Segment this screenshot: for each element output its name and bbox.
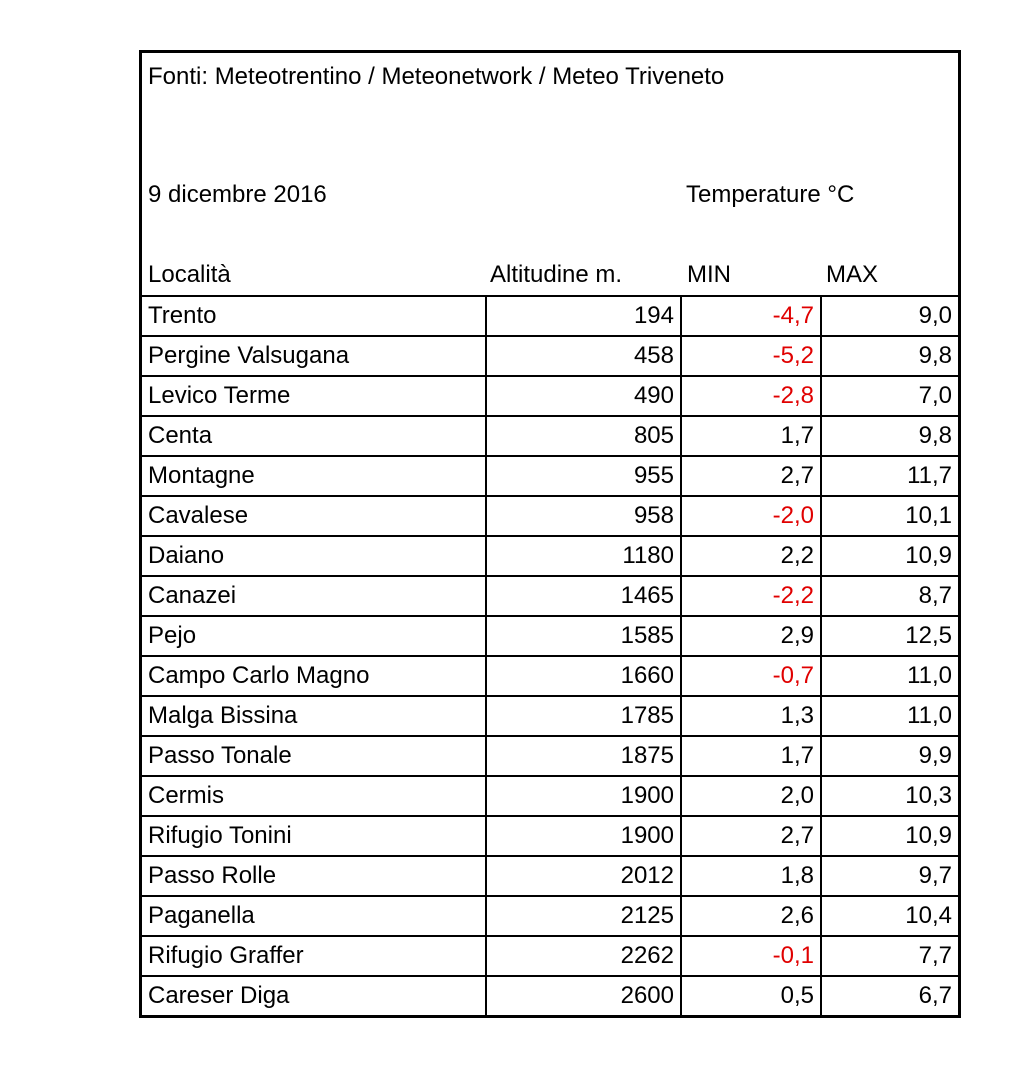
cell-location: Centa (142, 415, 487, 457)
table-row: Pergine Valsugana 458 -5,2 9,8 (142, 335, 958, 377)
cell-altitude: 958 (485, 495, 682, 537)
cell-min: -0,1 (680, 935, 822, 977)
cell-location: Careser Diga (142, 975, 487, 1015)
cell-max: 9,9 (820, 735, 958, 777)
cell-min: -2,0 (680, 495, 822, 537)
temperature-table-sheet: Fonti: Meteotrentino / Meteonetwork / Me… (139, 50, 961, 1018)
cell-altitude: 1875 (485, 735, 682, 777)
cell-altitude: 2600 (485, 975, 682, 1015)
table-row: Campo Carlo Magno 1660 -0,7 11,0 (142, 655, 958, 697)
cell-location: Montagne (142, 455, 487, 497)
header-location: Località (148, 261, 231, 288)
cell-min: 1,8 (680, 855, 822, 897)
cell-min: 0,5 (680, 975, 822, 1015)
cell-altitude: 1785 (485, 695, 682, 737)
header-min: MIN (687, 261, 731, 288)
cell-min: 2,6 (680, 895, 822, 937)
date-label: 9 dicembre 2016 (148, 181, 327, 208)
table-row: Levico Terme 490 -2,8 7,0 (142, 375, 958, 417)
cell-altitude: 1900 (485, 775, 682, 817)
cell-min: 2,7 (680, 455, 822, 497)
cell-altitude: 805 (485, 415, 682, 457)
cell-altitude: 1900 (485, 815, 682, 857)
table-row: Cermis 1900 2,0 10,3 (142, 775, 958, 817)
cell-max: 10,9 (820, 535, 958, 577)
unit-label: Temperature °C (686, 181, 855, 208)
data-table: Trento 194 -4,7 9,0 Pergine Valsugana 458 -5,2… (142, 295, 958, 1015)
cell-max: 11,0 (820, 695, 958, 737)
cell-min: 2,9 (680, 615, 822, 657)
cell-altitude: 458 (485, 335, 682, 377)
cell-max: 7,0 (820, 375, 958, 417)
cell-altitude: 1180 (485, 535, 682, 577)
cell-min: -2,2 (680, 575, 822, 617)
cell-location: Rifugio Tonini (142, 815, 487, 857)
cell-location: Campo Carlo Magno (142, 655, 487, 697)
cell-altitude: 1660 (485, 655, 682, 697)
cell-location: Paganella (142, 895, 487, 937)
header-max: MAX (826, 261, 879, 288)
cell-location: Pergine Valsugana (142, 335, 487, 377)
cell-max: 10,1 (820, 495, 958, 537)
cell-min: -5,2 (680, 335, 822, 377)
cell-max: 10,3 (820, 775, 958, 817)
table-row: Careser Diga 2600 0,5 6,7 (142, 975, 958, 1015)
table-row: Cavalese 958 -2,0 10,1 (142, 495, 958, 537)
table-row: Centa 805 1,7 9,8 (142, 415, 958, 457)
cell-location: Trento (142, 295, 487, 337)
cell-min: 2,7 (680, 815, 822, 857)
table-row: Montagne 955 2,7 11,7 (142, 455, 958, 497)
cell-max: 9,7 (820, 855, 958, 897)
table-row: Passo Tonale 1875 1,7 9,9 (142, 735, 958, 777)
cell-location: Passo Rolle (142, 855, 487, 897)
cell-min: 2,0 (680, 775, 822, 817)
cell-altitude: 1585 (485, 615, 682, 657)
cell-altitude: 2125 (485, 895, 682, 937)
cell-min: 1,3 (680, 695, 822, 737)
table-row: Paganella 2125 2,6 10,4 (142, 895, 958, 937)
cell-max: 10,4 (820, 895, 958, 937)
table-row: Malga Bissina 1785 1,3 11,0 (142, 695, 958, 737)
cell-max: 9,0 (820, 295, 958, 337)
table-row: Passo Rolle 2012 1,8 9,7 (142, 855, 958, 897)
cell-altitude: 2262 (485, 935, 682, 977)
cell-min: 1,7 (680, 735, 822, 777)
cell-location: Pejo (142, 615, 487, 657)
cell-altitude: 955 (485, 455, 682, 497)
cell-altitude: 1465 (485, 575, 682, 617)
table-row: Canazei 1465 -2,2 8,7 (142, 575, 958, 617)
table-row: Pejo 1585 2,9 12,5 (142, 615, 958, 657)
source-line: Fonti: Meteotrentino / Meteonetwork / Me… (148, 63, 725, 90)
cell-location: Daiano (142, 535, 487, 577)
cell-min: -0,7 (680, 655, 822, 697)
table-row: Trento 194 -4,7 9,0 (142, 295, 958, 337)
cell-max: 11,0 (820, 655, 958, 697)
cell-altitude: 490 (485, 375, 682, 417)
cell-location: Malga Bissina (142, 695, 487, 737)
cell-min: -4,7 (680, 295, 822, 337)
cell-max: 7,7 (820, 935, 958, 977)
cell-location: Passo Tonale (142, 735, 487, 777)
cell-max: 9,8 (820, 415, 958, 457)
table-row: Rifugio Tonini 1900 2,7 10,9 (142, 815, 958, 857)
cell-max: 10,9 (820, 815, 958, 857)
cell-min: 1,7 (680, 415, 822, 457)
cell-max: 12,5 (820, 615, 958, 657)
cell-max: 8,7 (820, 575, 958, 617)
cell-max: 9,8 (820, 335, 958, 377)
cell-altitude: 2012 (485, 855, 682, 897)
cell-location: Rifugio Graffer (142, 935, 487, 977)
header-altitude: Altitudine m. (490, 261, 623, 288)
table-row: Daiano 1180 2,2 10,9 (142, 535, 958, 577)
cell-location: Levico Terme (142, 375, 487, 417)
cell-min: 2,2 (680, 535, 822, 577)
cell-altitude: 194 (485, 295, 682, 337)
cell-location: Canazei (142, 575, 487, 617)
cell-location: Cermis (142, 775, 487, 817)
cell-location: Cavalese (142, 495, 487, 537)
cell-max: 6,7 (820, 975, 958, 1015)
cell-max: 11,7 (820, 455, 958, 497)
table-row: Rifugio Graffer 2262 -0,1 7,7 (142, 935, 958, 977)
cell-min: -2,8 (680, 375, 822, 417)
